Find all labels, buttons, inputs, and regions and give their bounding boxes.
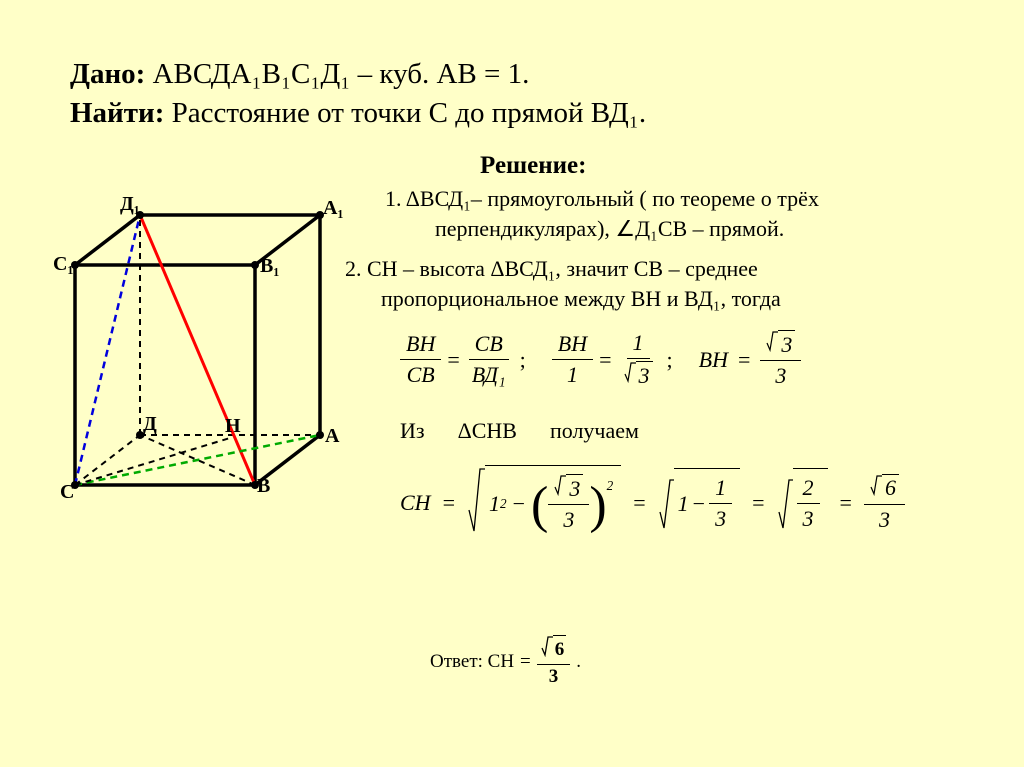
label-d1: Д₁	[120, 193, 140, 216]
solution-title: Решение:	[480, 152, 586, 180]
sqrt-expr-1: 12 − ( 3 3 )2	[467, 465, 621, 541]
label-a1: А₁	[323, 197, 343, 220]
label-b: В	[257, 475, 270, 498]
eq2: ВН 1 = 1 3 ;	[552, 330, 673, 389]
label-a: А	[325, 425, 339, 448]
intermediate-text: Из ΔСНВ получаем	[400, 418, 639, 444]
label-b1: В₁	[260, 255, 279, 278]
step-2: 2. СН – высота ΔВСД₁, значит СВ – средне…	[345, 254, 781, 313]
step1-line2: перпендикулярах), ∠Д₁СВ – прямой.	[385, 214, 819, 244]
label-c1: С₁	[53, 253, 73, 276]
given-text: АВСДА₁В₁С₁Д₁ – куб. АВ = 1.	[145, 58, 529, 90]
step1-line1: 1. ΔВСД₁– прямоугольный ( по теореме о т…	[385, 186, 819, 211]
find-text: Расстояние от точки С до прямой ВД₁.	[164, 97, 646, 129]
cube-diagram: Д₁ А₁ С₁ В₁ Д Н А С В	[25, 175, 345, 505]
step-1: 1. ΔВСД₁– прямоугольный ( по теореме о т…	[385, 184, 819, 243]
given-label: Дано:	[70, 58, 145, 90]
sqrt-expr-2: 1 − 1 3	[658, 468, 740, 538]
find-label: Найти:	[70, 97, 164, 129]
label-h: Н	[225, 415, 241, 438]
final-result: 6 3	[864, 474, 905, 533]
label-c: С	[60, 481, 74, 504]
problem-statement: Дано: АВСДА₁В₁С₁Д₁ – куб. АВ = 1. Найти:…	[70, 55, 646, 133]
step2-line2: пропорциональное между ВН и ВД₁, тогда	[345, 284, 781, 314]
step2-line1: 2. СН – высота ΔВСД₁, значит СВ – средне…	[345, 256, 758, 281]
answer: Ответ: СН = 6 3 .	[430, 635, 581, 688]
eq3: ВН = 3 3	[699, 330, 802, 389]
equation-row-2: СН = 12 − ( 3 3 )2 = 1 −	[400, 465, 905, 541]
label-d: Д	[143, 413, 157, 436]
equation-row-1: ВН СВ = СВ ВД₁ ; ВН 1 = 1 3 ; ВН =	[400, 330, 801, 389]
eq1: ВН СВ = СВ ВД₁ ;	[400, 331, 526, 388]
sqrt-expr-3: 2 3	[777, 468, 828, 538]
